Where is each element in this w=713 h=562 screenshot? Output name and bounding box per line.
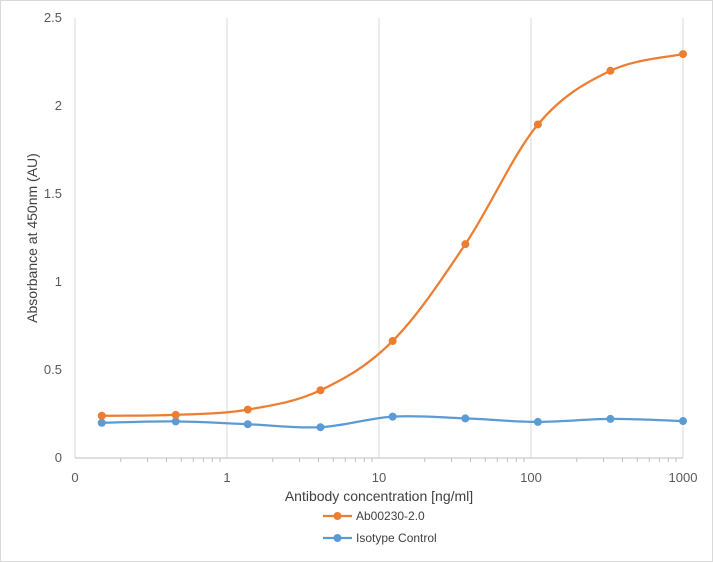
data-point [679, 50, 687, 59]
legend: Ab00230-2.0 Isotype Control [323, 509, 437, 545]
series-1 [97, 412, 687, 432]
x-tick-label: 10 [372, 470, 386, 485]
data-point [533, 417, 542, 426]
data-point [316, 386, 325, 395]
series-layer [97, 50, 687, 432]
data-point [606, 66, 615, 75]
data-point [97, 418, 106, 427]
y-tick-label: 1.5 [44, 186, 62, 201]
minor-ticks [120, 458, 677, 462]
x-tick-label: 100 [520, 470, 542, 485]
y-axis-title: Absorbance at 450nm (AU) [24, 153, 40, 323]
x-tick-label: 1000 [669, 470, 698, 485]
y-tick-label: 2.5 [44, 10, 62, 25]
legend-label: Ab00230-2.0 [356, 509, 425, 523]
data-point [171, 417, 180, 426]
data-point [679, 417, 687, 426]
series-0 [97, 50, 687, 420]
data-point [97, 411, 106, 420]
data-point [461, 414, 470, 423]
data-point [243, 405, 252, 414]
series-line-0 [101, 52, 684, 417]
grid-layer [74, 18, 684, 458]
data-point [388, 412, 397, 421]
legend-item-0: Ab00230-2.0 [323, 509, 425, 523]
legend-swatch-marker [333, 534, 342, 542]
y-tick-label: 0 [55, 450, 62, 465]
y-tick-label: 0.5 [44, 362, 62, 377]
data-point [461, 240, 470, 249]
legend-label: Isotype Control [356, 531, 437, 545]
data-point [243, 420, 252, 429]
x-tick-label: 1 [223, 470, 230, 485]
legend-item-1: Isotype Control [323, 531, 437, 545]
y-tick-label: 1 [55, 274, 62, 289]
data-point [388, 336, 397, 345]
data-point [171, 410, 180, 419]
tick-labels: 0 0.5 1 1.5 2 2.5 0 1 10 100 1000 [44, 10, 698, 485]
data-point [533, 120, 542, 129]
y-tick-label: 2 [55, 98, 62, 113]
x-tick-label: 0 [71, 470, 78, 485]
legend-swatch-marker [333, 512, 342, 520]
data-point [606, 414, 615, 423]
data-point [316, 423, 325, 432]
x-axis-title: Antibody concentration [ng/ml] [285, 488, 473, 504]
